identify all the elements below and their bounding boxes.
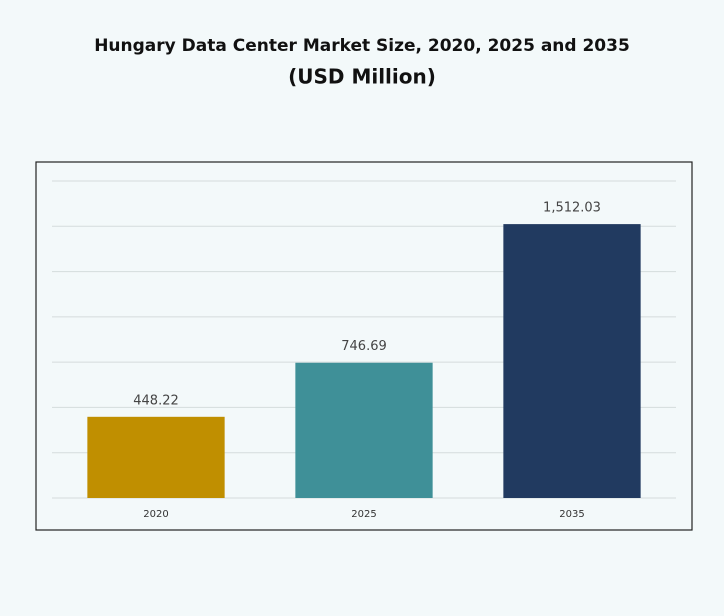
- data-label: 448.22: [133, 393, 179, 408]
- data-label: 746.69: [341, 339, 387, 354]
- data-label: 1,512.03: [543, 201, 601, 216]
- x-tick-label: 2020: [143, 509, 168, 520]
- x-tick-label: 2035: [559, 509, 584, 520]
- x-tick-label: 2025: [351, 509, 376, 520]
- bar: [295, 362, 433, 498]
- chart-title: Hungary Data Center Market Size, 2020, 2…: [94, 36, 630, 56]
- chart-subtitle: (USD Million): [288, 65, 436, 89]
- bar: [503, 224, 641, 498]
- bar: [87, 416, 225, 498]
